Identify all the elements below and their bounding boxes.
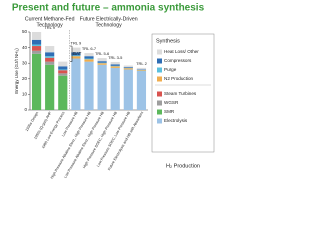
legend-title: Synthesis [156,38,180,44]
legend-swatch [157,109,162,115]
legend-title: H₂ Production [166,163,200,169]
bar-segment [71,58,81,110]
trl-label: TRL 6-7 [82,46,97,51]
bar-segment [110,66,120,68]
bar-segment [71,52,81,56]
chart-title: Present and future – ammonia synthesis [12,3,205,14]
legend-label: Electrolysis [164,118,188,123]
bar-segment [84,56,94,59]
bar-segment [31,53,42,110]
legend-label: Heat Loss/ Other [164,49,199,54]
legend-swatch [157,49,162,55]
legend-label: WGSR [164,100,179,105]
bar-segment [71,56,81,59]
bar-segment [71,47,81,53]
bar-segment [123,67,133,68]
legend-swatch [157,118,162,124]
bar-segment [31,50,42,54]
legend-label: Steam Turbines [164,91,197,96]
bar-segment [71,55,81,57]
bar-segment [110,61,120,65]
legend-label: N2 Production [164,76,194,81]
bar-segment [110,67,120,110]
legend-box [151,33,215,153]
bar-segment [31,44,42,47]
bat-bracket [70,45,73,62]
y-tick-label: 10 [22,92,28,97]
x-tick-label: 1930s Design [25,111,39,132]
bar-segment [136,71,147,110]
group-label: Technology [96,22,123,28]
bar-segment [45,46,55,53]
group-label: Future Electrically-Driven [80,16,138,22]
y-tick-label: 0 [24,107,27,112]
legend-swatch [157,91,162,97]
y-tick-label: 40 [22,45,28,50]
bar-segment [123,69,133,110]
bar-segment [58,75,68,110]
bar-segment [97,61,107,63]
group-label: Technology [37,22,64,28]
bar-segment [31,39,42,45]
bar-segment [136,70,147,71]
group-label: Current Methane-Fed [25,16,75,22]
bar-segment [123,68,133,70]
y-axis-label: Energy Use (GJ/t NH₃) [14,48,19,94]
bar-segment [136,67,147,70]
bar-segment [97,63,107,65]
legend-swatch [157,100,162,106]
bar-segment [45,64,55,110]
bar-segment [110,64,120,66]
bar-segment [45,52,55,57]
bar-segment [58,70,68,74]
bar-segment [58,73,68,76]
trl-label: TRL 3-5 [108,55,123,60]
trl-label: TRL 9 [44,25,56,30]
bar-segment [45,57,55,62]
legend-label: SMR [164,109,175,114]
bar-segment [97,64,107,110]
bar-segment [84,58,94,60]
bar-segment [84,53,94,57]
y-tick-label: 50 [22,29,28,34]
bar-segment [31,32,42,40]
y-tick-label: 20 [22,76,28,81]
bar-segment [84,59,94,62]
trl-label: TRL 5-6 [95,51,110,56]
legend-swatch [157,67,162,73]
trl-label: TRL 9 [71,41,83,46]
bar-segment [31,46,42,51]
bar-segment [45,61,55,65]
bar-segment [58,61,68,67]
chart: Present and future – ammonia synthesis C… [12,3,215,180]
bar-segment [45,56,55,58]
bar-segment [123,65,133,68]
legend-label: Purge [164,67,177,72]
bar-segment [84,61,94,110]
y-tick-label: 30 [22,60,28,65]
legend-swatch [157,58,162,64]
legend-label: Compressors [164,58,192,63]
bar-segment [58,66,68,70]
legend-swatch [157,76,162,82]
bar-segment [97,58,107,62]
bar-segment [58,69,68,71]
bat-label: BAT [73,51,82,56]
trl-label: TRL 2 [136,61,148,66]
